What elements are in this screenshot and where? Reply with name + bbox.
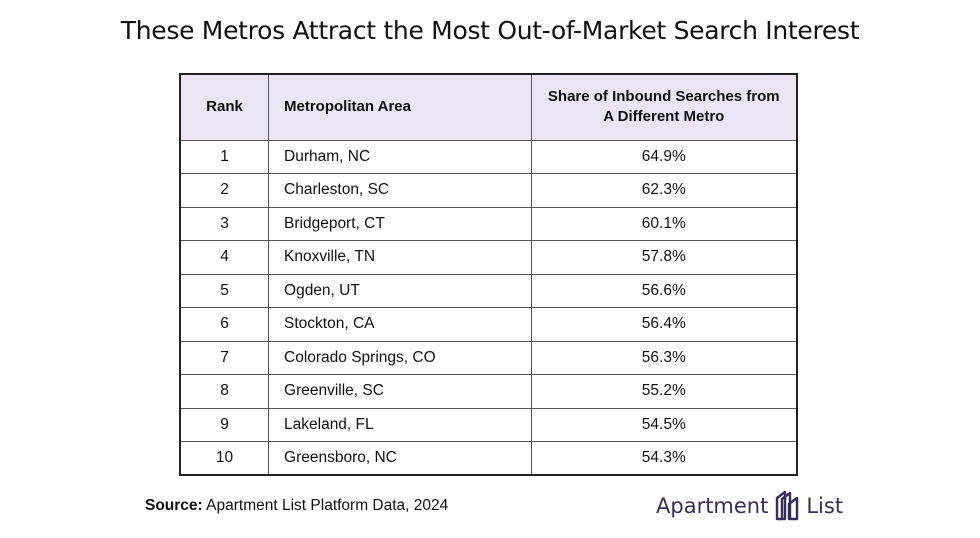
table-body: 1 Durham, NC 64.9% 2 Charleston, SC 62.3% 3 Bri… xyxy=(179,139,798,476)
table-row: 2 Charleston, SC 62.3% xyxy=(179,173,798,208)
rank-cell: 6 xyxy=(179,307,270,342)
table-row: 9 Lakeland, FL 54.5% xyxy=(179,407,798,442)
share-cell: 54.3% xyxy=(530,441,798,476)
metros-table: Rank Metropolitan Area Share of Inbound … xyxy=(179,73,798,476)
share-cell: 56.4% xyxy=(530,307,798,342)
apartment-list-logo: Apartment List xyxy=(656,488,843,524)
metro-cell: Charleston, SC xyxy=(268,173,532,208)
share-cell: 56.6% xyxy=(530,273,798,308)
share-cell: 60.1% xyxy=(530,206,798,241)
chart-title: These Metros Attract the Most Out-of-Mar… xyxy=(120,16,860,45)
source-note: Source: Apartment List Platform Data, 20… xyxy=(145,497,448,515)
source-label: Source: xyxy=(145,497,203,514)
rank-cell: 9 xyxy=(179,407,270,442)
table-row: 8 Greenville, SC 55.2% xyxy=(179,374,798,409)
table-row: 10 Greensboro, NC 54.3% xyxy=(179,441,798,476)
column-header-rank: Rank xyxy=(179,73,270,141)
rank-cell: 4 xyxy=(179,240,270,275)
metro-cell: Durham, NC xyxy=(268,139,532,174)
rank-cell: 3 xyxy=(179,206,270,241)
table-row: 1 Durham, NC 64.9% xyxy=(179,139,798,174)
rank-cell: 1 xyxy=(179,139,270,174)
rank-cell: 10 xyxy=(179,441,270,476)
column-header-share: Share of Inbound Searches from A Differe… xyxy=(530,73,798,141)
logo-text-list: List xyxy=(806,494,844,518)
rank-cell: 5 xyxy=(179,273,270,308)
column-header-metro: Metropolitan Area xyxy=(268,73,532,141)
logo-text-apartment: Apartment xyxy=(656,494,769,518)
rank-cell: 8 xyxy=(179,374,270,409)
metro-cell: Bridgeport, CT xyxy=(268,206,532,241)
share-cell: 55.2% xyxy=(530,374,798,409)
apartment-list-logo-icon xyxy=(776,490,799,521)
share-cell: 56.3% xyxy=(530,340,798,375)
source-text: Apartment List Platform Data, 2024 xyxy=(206,497,449,514)
share-cell: 62.3% xyxy=(530,173,798,208)
table-row: 5 Ogden, UT 56.6% xyxy=(179,273,798,308)
table-header-row: Rank Metropolitan Area Share of Inbound … xyxy=(179,73,798,141)
metro-cell: Colorado Springs, CO xyxy=(268,340,532,375)
rank-cell: 7 xyxy=(179,340,270,375)
metro-cell: Stockton, CA xyxy=(268,307,532,342)
rank-cell: 2 xyxy=(179,173,270,208)
metro-cell: Ogden, UT xyxy=(268,273,532,308)
share-cell: 57.8% xyxy=(530,240,798,275)
metro-cell: Lakeland, FL xyxy=(268,407,532,442)
table-row: 7 Colorado Springs, CO 56.3% xyxy=(179,340,798,375)
share-cell: 54.5% xyxy=(530,407,798,442)
metro-cell: Knoxville, TN xyxy=(268,240,532,275)
table-row: 3 Bridgeport, CT 60.1% xyxy=(179,206,798,241)
metro-cell: Greenville, SC xyxy=(268,374,532,409)
metro-cell: Greensboro, NC xyxy=(268,441,532,476)
table-row: 4 Knoxville, TN 57.8% xyxy=(179,240,798,275)
share-cell: 64.9% xyxy=(530,139,798,174)
table-row: 6 Stockton, CA 56.4% xyxy=(179,307,798,342)
